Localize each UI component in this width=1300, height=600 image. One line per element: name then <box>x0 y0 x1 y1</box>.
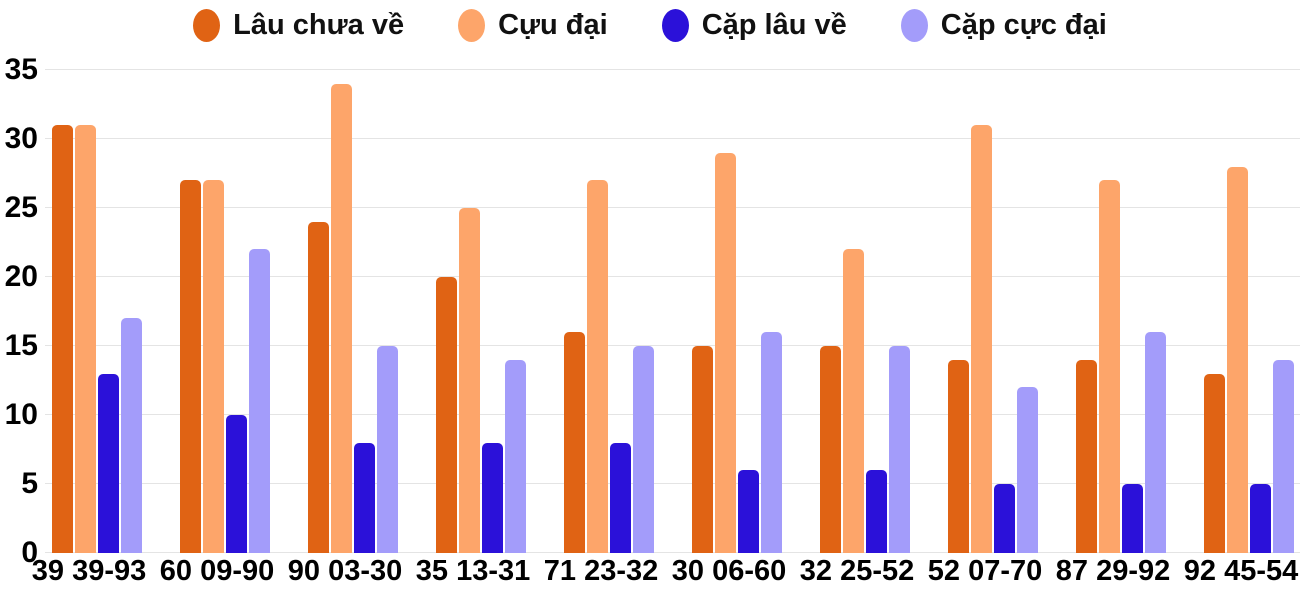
x-category-label: 90 03-30 <box>287 555 403 587</box>
legend-marker-icon <box>458 8 486 42</box>
bar-60_09-90-series-3[interactable] <box>249 249 270 553</box>
y-tick-label: 35 <box>4 53 38 86</box>
plot-area <box>45 69 1300 553</box>
x-category-label: 71 23-32 <box>543 555 659 587</box>
bar-92_45-54-series-1[interactable] <box>1227 166 1248 553</box>
legend-label: Lâu chưa về <box>233 8 405 41</box>
x-category-label: 32 25-52 <box>799 555 915 587</box>
bar-90_03-30-series-0[interactable] <box>308 221 329 553</box>
gridline-0 <box>45 552 1300 553</box>
gridline-20 <box>45 276 1300 277</box>
bar-60_09-90-series-1[interactable] <box>203 180 224 553</box>
bar-92_45-54-series-3[interactable] <box>1273 359 1294 553</box>
bar-35_13-31-series-2[interactable] <box>482 442 503 553</box>
bar-71_23-32-series-2[interactable] <box>610 442 631 553</box>
y-tick-label: 10 <box>4 398 38 431</box>
bar-35_13-31-series-1[interactable] <box>459 208 480 553</box>
legend-label: Cặp cực đại <box>940 8 1107 41</box>
x-category-label: 39 39-93 <box>31 555 147 587</box>
y-tick-label: 5 <box>21 467 38 500</box>
x-category-label: 60 09-90 <box>159 555 275 587</box>
bar-60_09-90-series-2[interactable] <box>226 415 247 553</box>
legend-label: Cựu đại <box>498 8 608 41</box>
x-category-label: 35 13-31 <box>415 555 531 587</box>
x-category-label: 52 07-70 <box>927 555 1043 587</box>
chart-legend: Lâu chưa về Cựu đại Cặp lâu về Cặp cực đại <box>0 2 1300 48</box>
bar-90_03-30-series-2[interactable] <box>354 442 375 553</box>
legend-label: Cặp lâu về <box>701 8 847 41</box>
legend-item-2[interactable]: Cặp lâu về <box>661 8 847 42</box>
bar-92_45-54-series-0[interactable] <box>1204 373 1225 553</box>
legend-item-1[interactable]: Cựu đại <box>458 8 608 42</box>
legend-item-0[interactable]: Lâu chưa về <box>193 8 405 42</box>
bar-87_29-92-series-3[interactable] <box>1145 332 1166 553</box>
y-tick-label: 20 <box>4 260 38 293</box>
x-axis: 39 39-93 60 09-90 90 03-30 35 13-31 71 23-32… <box>0 555 1300 597</box>
y-tick-label: 15 <box>4 329 38 362</box>
gridline-15 <box>45 345 1300 346</box>
bar-32_25-52-series-0[interactable] <box>820 346 841 553</box>
gridline-30 <box>45 138 1300 139</box>
bar-32_25-52-series-2[interactable] <box>866 470 887 553</box>
bar-52_07-70-series-0[interactable] <box>948 359 969 553</box>
bar-30_06-60-series-2[interactable] <box>738 470 759 553</box>
gridline-25 <box>45 207 1300 208</box>
x-category-label: 30 06-60 <box>671 555 787 587</box>
y-axis: 0 5 10 15 20 25 30 35 <box>0 54 38 569</box>
bar-90_03-30-series-3[interactable] <box>377 346 398 553</box>
bar-39_39-93-series-0[interactable] <box>52 125 73 553</box>
bar-52_07-70-series-1[interactable] <box>971 125 992 553</box>
bar-32_25-52-series-1[interactable] <box>843 249 864 553</box>
bar-52_07-70-series-2[interactable] <box>994 484 1015 553</box>
bar-71_23-32-series-3[interactable] <box>633 346 654 553</box>
bar-92_45-54-series-2[interactable] <box>1250 484 1271 553</box>
bar-39_39-93-series-3[interactable] <box>121 318 142 553</box>
y-tick-label: 25 <box>4 191 38 224</box>
legend-item-3[interactable]: Cặp cực đại <box>900 8 1107 42</box>
bar-52_07-70-series-3[interactable] <box>1017 387 1038 553</box>
bar-87_29-92-series-2[interactable] <box>1122 484 1143 553</box>
bar-30_06-60-series-1[interactable] <box>715 152 736 553</box>
bar-71_23-32-series-0[interactable] <box>564 332 585 553</box>
bar-35_13-31-series-3[interactable] <box>505 359 526 553</box>
legend-marker-icon <box>661 8 689 42</box>
bar-87_29-92-series-0[interactable] <box>1076 359 1097 553</box>
legend-marker-icon <box>900 8 928 42</box>
bar-90_03-30-series-1[interactable] <box>331 83 352 553</box>
bar-35_13-31-series-0[interactable] <box>436 277 457 553</box>
y-tick-label: 30 <box>4 122 38 155</box>
gridline-35 <box>45 69 1300 70</box>
bar-71_23-32-series-1[interactable] <box>587 180 608 553</box>
bar-39_39-93-series-1[interactable] <box>75 125 96 553</box>
x-category-label: 92 45-54 <box>1183 555 1299 587</box>
bar-87_29-92-series-1[interactable] <box>1099 180 1120 553</box>
gridline-5 <box>45 483 1300 484</box>
bar-39_39-93-series-2[interactable] <box>98 373 119 553</box>
y-tick-label: 0 <box>21 536 38 569</box>
bar-60_09-90-series-0[interactable] <box>180 180 201 553</box>
x-category-label: 87 29-92 <box>1055 555 1171 587</box>
legend-marker-icon <box>193 8 221 42</box>
bar-32_25-52-series-3[interactable] <box>889 346 910 553</box>
bar-30_06-60-series-3[interactable] <box>761 332 782 553</box>
bar-30_06-60-series-0[interactable] <box>692 346 713 553</box>
gridline-10 <box>45 414 1300 415</box>
